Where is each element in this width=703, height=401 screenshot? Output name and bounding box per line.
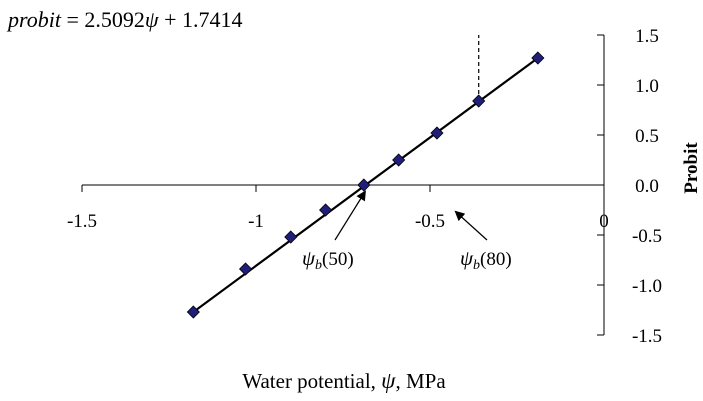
data-point <box>186 305 200 319</box>
y-tick-label: 1.0 <box>635 76 659 97</box>
psi-b-50-label: ψb(50) <box>302 246 354 273</box>
psi-b-80-sub: b <box>473 258 480 273</box>
x-axis-label-post: , MPa <box>395 369 446 393</box>
data-point <box>238 262 253 276</box>
equation-psi: ψ <box>145 7 159 32</box>
y-tick-label: -1.5 <box>632 326 662 347</box>
psi-b-80-arrow <box>454 210 488 241</box>
y-tick-label: -1.0 <box>632 276 662 297</box>
y-tick-label: 0.0 <box>635 176 659 197</box>
x-axis-label-pre: Water potential, <box>242 369 381 393</box>
psi-b-80-psi: ψ <box>460 246 474 270</box>
x-ticks: -1.5 -1 -0.5 0 <box>67 185 609 232</box>
y-tick-label: 0.5 <box>635 126 659 147</box>
y-ticks: 1.5 1.0 0.5 0.0 -0.5 -1.0 -1.5 <box>597 26 662 347</box>
psi-b-50-sub: b <box>315 258 322 273</box>
equation-prefix: = 2.5092 <box>61 7 145 32</box>
y-tick-label: 1.5 <box>635 26 659 47</box>
x-tick-label: -1.5 <box>67 211 97 232</box>
x-tick-label: 0 <box>599 211 609 232</box>
data-point <box>472 94 486 108</box>
x-axis-label: Water potential, ψ, MPa <box>242 368 446 393</box>
x-tick-label: -0.5 <box>415 211 445 232</box>
data-point <box>284 230 298 244</box>
x-tick-label: -1 <box>248 211 264 232</box>
psi-b-50-psi: ψ <box>302 246 316 270</box>
psi-b-80-text: (80) <box>480 249 512 270</box>
y-tick-label: -0.5 <box>632 226 662 247</box>
equation-lhs: probit <box>6 7 62 32</box>
psi-b-50-arrow <box>334 190 366 241</box>
equation-suffix: + 1.7414 <box>159 7 243 32</box>
data-point <box>392 153 406 167</box>
x-axis-label-psi: ψ <box>381 368 396 393</box>
data-point <box>319 203 333 217</box>
psi-b-50-text: (50) <box>322 249 354 270</box>
regression-equation: probit = 2.5092ψ + 1.7414 <box>6 7 243 32</box>
y-axis-label: Probit <box>681 142 702 194</box>
psi-b-80-label: ψb(80) <box>460 246 512 273</box>
data-point <box>430 126 444 140</box>
annotations: ψb(50) ψb(80) <box>302 190 512 273</box>
data-points <box>186 51 545 319</box>
data-point <box>531 51 545 65</box>
